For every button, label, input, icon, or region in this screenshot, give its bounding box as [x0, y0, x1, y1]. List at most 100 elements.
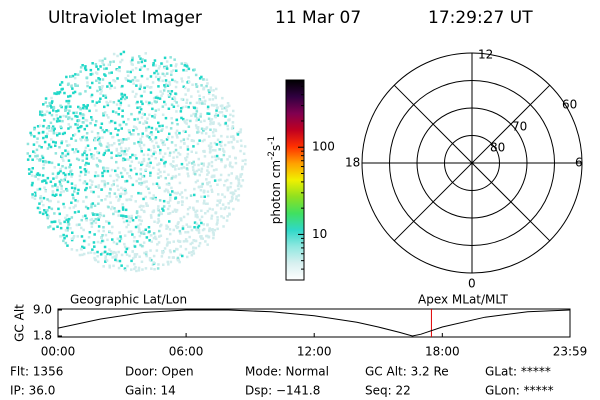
- dot: [206, 181, 209, 185]
- dot: [42, 196, 46, 200]
- dot: [179, 110, 183, 113]
- dot: [167, 107, 171, 110]
- dot: [226, 158, 229, 161]
- dot: [72, 195, 75, 198]
- dot: [68, 206, 72, 210]
- dot: [112, 264, 115, 268]
- dot: [174, 131, 178, 135]
- dot: [226, 105, 229, 108]
- dot: [120, 192, 123, 196]
- dot: [108, 71, 111, 75]
- dot: [142, 197, 145, 201]
- dot: [176, 259, 180, 262]
- dot: [197, 228, 201, 232]
- dot: [120, 92, 123, 96]
- dot: [196, 126, 200, 129]
- dot: [61, 165, 64, 168]
- dot: [40, 110, 44, 113]
- dot: [205, 126, 209, 129]
- dot: [88, 231, 92, 234]
- dot: [52, 140, 55, 144]
- dot: [220, 144, 223, 148]
- dot: [158, 124, 161, 128]
- dot: [169, 64, 173, 67]
- dot: [85, 76, 89, 79]
- dot: [99, 126, 103, 129]
- dot: [158, 235, 161, 238]
- dot: [117, 250, 120, 254]
- dot: [45, 126, 49, 130]
- dot: [177, 151, 180, 155]
- dot: [73, 90, 77, 94]
- dot: [148, 131, 152, 135]
- dot: [182, 68, 185, 72]
- dot: [136, 215, 140, 218]
- label-part: photon cm: [269, 160, 283, 224]
- dot: [111, 225, 114, 229]
- dot: [142, 209, 146, 213]
- dot: [200, 131, 204, 135]
- dot: [234, 189, 237, 192]
- dot: [93, 251, 96, 255]
- dot: [158, 152, 162, 155]
- dot: [91, 72, 94, 76]
- dot: [191, 83, 194, 86]
- dot: [192, 139, 195, 143]
- dot: [73, 211, 77, 214]
- dot: [193, 187, 196, 191]
- dot: [199, 115, 202, 118]
- dot: [137, 266, 141, 270]
- dot: [178, 260, 181, 264]
- dot: [109, 187, 112, 191]
- dot: [85, 107, 88, 110]
- dot: [43, 209, 46, 212]
- dot: [56, 185, 59, 189]
- label-sup: -2: [267, 151, 277, 160]
- dot: [85, 217, 88, 220]
- dot: [237, 178, 240, 182]
- dot: [227, 173, 231, 177]
- dot: [51, 127, 54, 130]
- dot: [102, 112, 105, 115]
- dot: [144, 59, 147, 62]
- dot: [126, 70, 129, 73]
- dot: [216, 199, 219, 202]
- dot: [140, 74, 144, 78]
- dot: [212, 122, 215, 125]
- dot: [178, 229, 182, 233]
- dot: [49, 145, 53, 149]
- dot: [138, 144, 142, 148]
- dot: [43, 186, 46, 189]
- dot: [145, 129, 148, 132]
- dot: [214, 112, 218, 116]
- dot: [68, 217, 71, 221]
- dot: [50, 96, 53, 100]
- dot: [229, 182, 233, 185]
- dot: [156, 96, 160, 100]
- dot: [164, 160, 167, 164]
- dot: [92, 219, 95, 223]
- dot: [212, 121, 215, 124]
- dot: [121, 206, 125, 209]
- dot: [66, 244, 69, 247]
- dot: [31, 196, 34, 199]
- dot: [50, 220, 53, 224]
- dot: [97, 186, 100, 189]
- dot: [124, 153, 128, 156]
- dot: [119, 60, 122, 64]
- dot: [232, 109, 235, 113]
- dot: [182, 215, 186, 219]
- dot: [201, 237, 204, 240]
- dot: [85, 168, 88, 172]
- dot: [140, 244, 144, 248]
- dot: [65, 218, 68, 221]
- dot: [185, 118, 189, 122]
- mlt-label: 6: [575, 156, 583, 170]
- dot: [90, 203, 93, 206]
- dot: [98, 214, 102, 218]
- dot: [168, 241, 171, 244]
- dot: [145, 126, 148, 130]
- dot: [239, 184, 243, 188]
- dot: [218, 111, 221, 114]
- dot: [123, 242, 126, 246]
